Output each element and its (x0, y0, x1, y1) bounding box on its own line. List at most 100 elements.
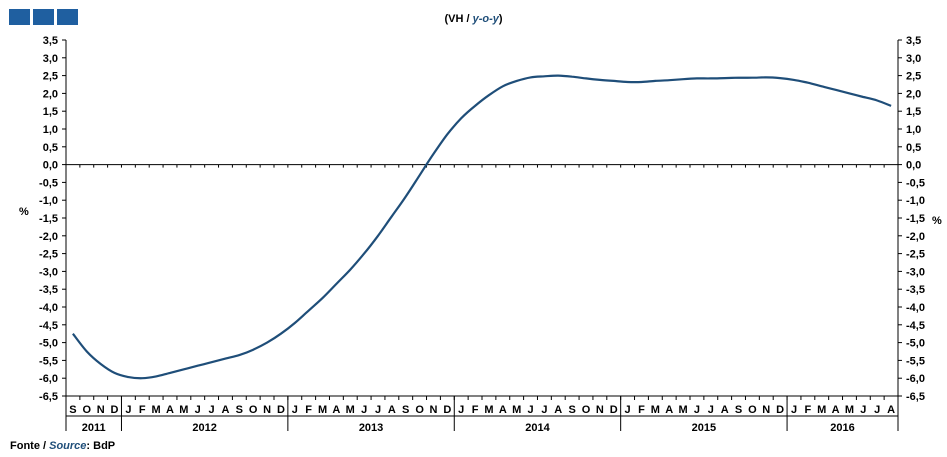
year-label: 2013 (359, 422, 383, 434)
month-label: A (332, 404, 340, 416)
month-label: A (665, 404, 673, 416)
left-y-tick-label: -1,5 (39, 213, 58, 225)
month-label: D (610, 404, 618, 416)
left-y-tick-label: -2,5 (39, 249, 58, 261)
month-label: J (292, 404, 298, 416)
chart-title-prefix: (VH / (444, 13, 473, 25)
year-label: 2016 (830, 422, 854, 434)
month-label: J (791, 404, 797, 416)
month-label: J (209, 404, 215, 416)
month-label: A (221, 404, 229, 416)
month-label: A (499, 404, 507, 416)
month-label: J (708, 404, 714, 416)
left-y-axis-label: % (19, 206, 29, 218)
right-y-tick-label: -4,0 (906, 302, 925, 314)
source-suffix: : BdP (86, 440, 116, 452)
right-y-tick-label: 1,5 (906, 106, 921, 118)
right-y-tick-label: 2,5 (906, 71, 921, 83)
left-y-tick-label: 2,5 (43, 71, 58, 83)
left-y-tick-label: -3,0 (39, 266, 58, 278)
month-label: A (554, 404, 562, 416)
left-y-tick-label: -6,5 (39, 391, 58, 403)
month-label: S (402, 404, 409, 416)
left-y-tick-label: -1,0 (39, 195, 58, 207)
left-y-tick-label: 0,5 (43, 142, 58, 154)
left-y-tick-label: 1,0 (43, 124, 58, 136)
month-label: J (458, 404, 464, 416)
right-y-tick-label: -5,0 (906, 338, 925, 350)
left-y-tick-label: 0,0 (43, 160, 58, 172)
month-label: M (152, 404, 161, 416)
right-y-tick-label: 3,5 (906, 35, 921, 47)
chart-title-suffix: ) (498, 13, 503, 25)
right-y-tick-label: 2,0 (906, 88, 921, 100)
month-label: O (83, 404, 92, 416)
month-label: N (97, 404, 105, 416)
right-y-tick-label: -5,5 (906, 355, 925, 367)
month-label: F (139, 404, 146, 416)
month-label: F (804, 404, 811, 416)
right-y-tick-label: -2,0 (906, 231, 925, 243)
month-label: N (429, 404, 437, 416)
year-label: 2012 (192, 422, 216, 434)
month-label: O (582, 404, 591, 416)
right-y-axis-label: % (932, 215, 942, 227)
month-label: J (125, 404, 131, 416)
month-label: F (305, 404, 312, 416)
month-label: J (874, 404, 880, 416)
month-label: N (263, 404, 271, 416)
year-label: 2011 (82, 422, 106, 434)
left-y-tick-label: -4,0 (39, 302, 58, 314)
month-label: D (776, 404, 784, 416)
right-y-tick-label: -1,5 (906, 213, 925, 225)
left-y-tick-label: -2,0 (39, 231, 58, 243)
month-label: J (375, 404, 381, 416)
source-note: Fonte / Source: BdP (10, 440, 115, 452)
month-label: D (277, 404, 285, 416)
month-label: A (721, 404, 729, 416)
right-y-tick-label: 0,5 (906, 142, 921, 154)
left-y-tick-label: -3,5 (39, 284, 58, 296)
month-label: D (111, 404, 119, 416)
month-label: N (762, 404, 770, 416)
left-y-tick-label: -6,0 (39, 373, 58, 385)
month-label: J (625, 404, 631, 416)
month-label: A (887, 404, 895, 416)
right-y-tick-label: -6,0 (906, 373, 925, 385)
month-label: A (388, 404, 396, 416)
month-label: S (568, 404, 575, 416)
series-line (72, 74, 892, 380)
right-y-tick-label: -6,5 (906, 391, 925, 403)
month-label: S (69, 404, 76, 416)
left-y-tick-label: 2,0 (43, 88, 58, 100)
left-y-tick-label: -4,5 (39, 320, 58, 332)
month-label: J (361, 404, 367, 416)
chart-title: (VH / y-o-y) (0, 13, 947, 25)
right-y-tick-label: 0,0 (906, 160, 921, 172)
month-label: M (845, 404, 854, 416)
month-label: O (415, 404, 424, 416)
year-label: 2014 (525, 422, 550, 434)
month-label: M (346, 404, 355, 416)
brand-logo-block-1 (9, 9, 30, 25)
right-y-tick-label: -3,0 (906, 266, 925, 278)
year-label: 2015 (692, 422, 716, 434)
right-y-tick-label: -3,5 (906, 284, 925, 296)
month-label: M (318, 404, 327, 416)
month-label: S (236, 404, 243, 416)
month-label: A (166, 404, 174, 416)
left-y-tick-label: -0,5 (39, 177, 58, 189)
right-y-tick-label: -4,5 (906, 320, 925, 332)
chart-title-yoy: y-o-y (472, 13, 499, 25)
month-label: J (860, 404, 866, 416)
month-label: F (472, 404, 479, 416)
month-label: O (748, 404, 757, 416)
month-label: M (678, 404, 687, 416)
month-label: J (541, 404, 547, 416)
month-label: F (638, 404, 645, 416)
right-y-tick-label: -1,0 (906, 195, 925, 207)
month-label: M (817, 404, 826, 416)
month-label: O (249, 404, 258, 416)
month-label: M (179, 404, 188, 416)
